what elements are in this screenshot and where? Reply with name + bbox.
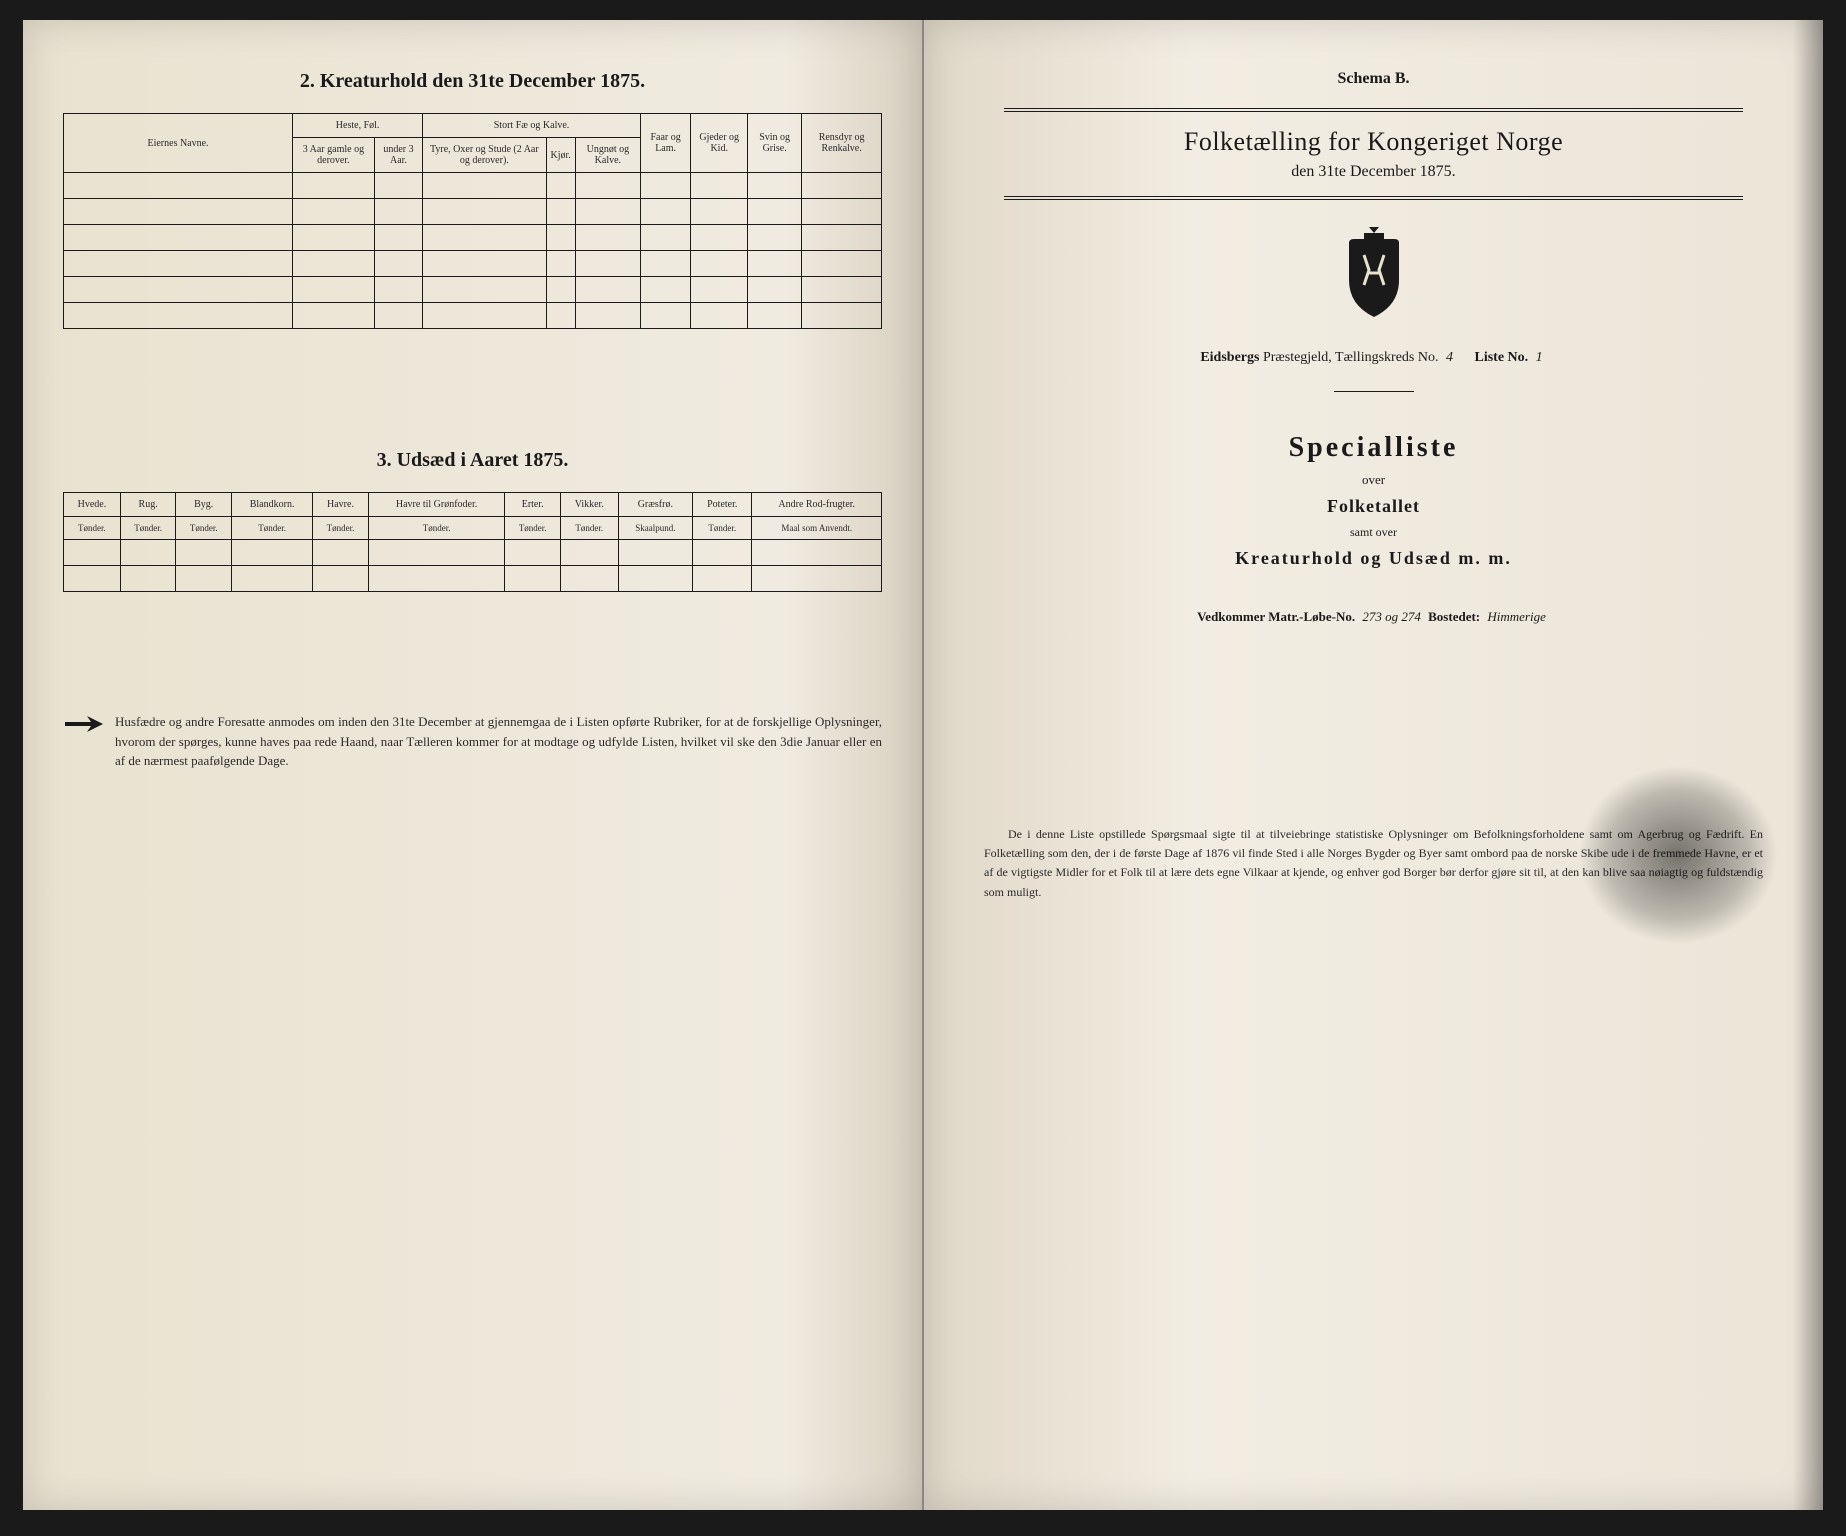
sub: Tønder. [120,517,176,540]
divider [1334,391,1414,392]
sub-stort2: Kjør. [546,138,575,173]
col-faar: Faar og Lam. [640,114,690,173]
census-book: 2. Kreaturhold den 31te December 1875. E… [23,20,1823,1510]
liste-no: 1 [1532,350,1547,365]
sub: Tønder. [505,517,561,540]
kreatur-body [64,173,882,329]
note-box: Husfædre og andre Foresatte anmodes om i… [63,712,882,771]
col-erter: Erter. [505,493,561,517]
bosted-label: Bostedet: [1428,609,1480,624]
title-box: Folketælling for Kongeriget Norge den 31… [1004,108,1743,200]
sub-heste1: 3 Aar gamle og derover. [293,138,375,173]
col-graesfro: Græsfrø. [618,493,692,517]
kreaturhold-table: Eiernes Navne. Heste, Føl. Stort Fæ og K… [63,113,882,329]
col-gjeder: Gjeder og Kid. [691,114,748,173]
matr-label: Vedkommer Matr.-Løbe-No. [1197,609,1355,624]
sub: Tønder. [368,517,505,540]
table-row [64,303,882,329]
schema-label: Schema B. [964,70,1783,88]
sub-stort1: Tyre, Oxer og Stude (2 Aar og derover). [423,138,546,173]
sub-heste2: under 3 Aar. [374,138,422,173]
sub: Tønder. [231,517,312,540]
col-ren: Rensdyr og Renkalve. [802,114,882,173]
prest-prefix: Eidsbergs [1200,350,1259,365]
col-havre-gron: Havre til Grønfoder. [368,493,505,517]
specialliste-block: Specialliste over Folketallet samt over … [964,432,1783,569]
col-svin: Svin og Grise. [748,114,802,173]
grp-stort: Stort Fæ og Kalve. [423,114,641,138]
right-page: Schema B. Folketælling for Kongeriget No… [924,20,1823,1510]
col-byg: Byg. [176,493,232,517]
udsaed-sub-row: Tønder. Tønder. Tønder. Tønder. Tønder. … [64,517,882,540]
sub-stort3: Ungnøt og Kalve. [575,138,640,173]
main-title: Folketælling for Kongeriget Norge [1004,127,1743,157]
section3-title: 3. Udsæd i Aaret 1875. [63,449,882,472]
col-rug: Rug. [120,493,176,517]
col-blandkorn: Blandkorn. [231,493,312,517]
col-hvede: Hvede. [64,493,121,517]
sub: Tønder. [693,517,752,540]
col-havre: Havre. [313,493,369,517]
col-rodfrugter: Andre Rod-frugter. [752,493,882,517]
table-row [64,540,882,566]
col-vikker: Vikker. [560,493,618,517]
prest-label: Præstegjeld, Tællingskreds No. [1263,350,1439,365]
table-row [64,225,882,251]
left-page: 2. Kreaturhold den 31te December 1875. E… [23,20,924,1510]
table-row [64,173,882,199]
bottom-paragraph: De i denne Liste opstillede Spørgsmaal s… [964,825,1783,902]
udsaed-table: Hvede. Rug. Byg. Blandkorn. Havre. Havre… [63,492,882,592]
matr-no: 273 og 274 [1358,609,1425,624]
note-text: Husfædre og andre Foresatte anmodes om i… [115,712,882,771]
main-subtitle: den 31te December 1875. [1004,163,1743,181]
table-row [64,199,882,225]
section2-title: 2. Kreaturhold den 31te December 1875. [63,70,882,93]
table-row [64,566,882,592]
matr-line: Vedkommer Matr.-Løbe-No. 273 og 274 Bost… [964,609,1783,625]
sub: Tønder. [560,517,618,540]
sub: Tønder. [313,517,369,540]
pointing-hand-icon [63,712,103,736]
col-poteter: Poteter. [693,493,752,517]
spec-title: Specialliste [964,432,1783,464]
liste-label: Liste No. [1474,350,1528,365]
sub: Tønder. [176,517,232,540]
spec-samt: samt over [964,525,1783,540]
col-owner: Eiernes Navne. [64,114,293,173]
spec-folke: Folketallet [964,496,1783,517]
sub: Skaalpund. [618,517,692,540]
kreds-no: 4 [1442,350,1457,365]
sub: Maal som Anvendt. [752,517,882,540]
udsaed-head-row: Hvede. Rug. Byg. Blandkorn. Havre. Havre… [64,493,882,517]
grp-heste: Heste, Føl. [293,114,423,138]
spec-kreat: Kreaturhold og Udsæd m. m. [964,548,1783,569]
spec-over: over [964,472,1783,488]
bosted-val: Himmerige [1483,609,1550,624]
prest-line: Eidsbergs Præstegjeld, Tællingskreds No.… [964,350,1783,366]
table-row [64,277,882,303]
sub: Tønder. [64,517,121,540]
table-row [64,251,882,277]
coat-of-arms-icon [964,225,1783,325]
